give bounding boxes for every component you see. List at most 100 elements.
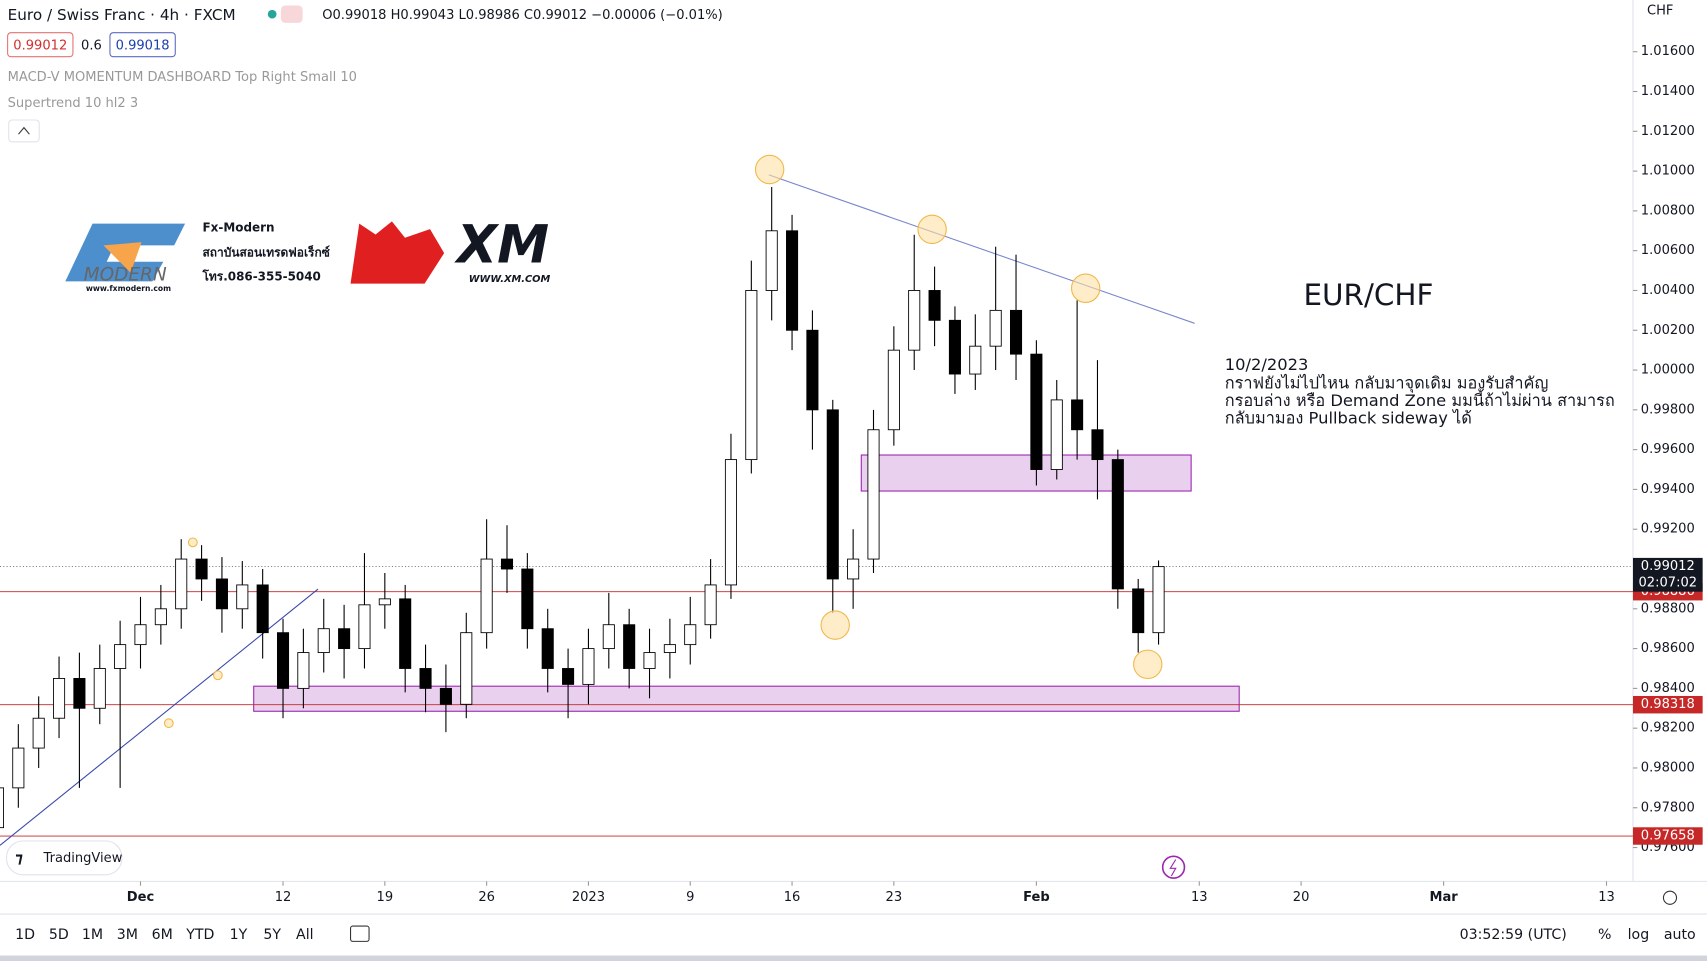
axis-option[interactable]: log [1628,927,1650,943]
axis-option[interactable]: % [1598,927,1611,943]
candle-body [704,584,717,626]
currency[interactable]: CHF [1647,3,1673,18]
range-button[interactable]: All [296,927,314,943]
candle-body [948,319,961,375]
range-button[interactable]: 3M [117,927,138,943]
demand-zone [253,685,1240,712]
x-tick-label: 16 [784,890,801,905]
candle-body [765,230,778,291]
candle-body [1132,588,1145,634]
logo-name: Fx-Modern [202,220,274,234]
spread: 0.6 [81,38,102,53]
tv-name: TradingView [43,851,123,866]
y-tick-label: 1.01400 [1641,84,1695,99]
y-tick-label: 1.00400 [1641,283,1695,298]
fx-logo-accent [103,242,142,273]
y-tick-label: 1.00800 [1641,203,1695,218]
y-tick-label: 0.99800 [1641,402,1695,417]
y-tick-label: 0.98000 [1641,760,1695,775]
y-tick-label: 0.98400 [1641,681,1695,696]
candle-body [338,628,351,650]
range-button[interactable]: 1M [82,927,103,943]
level-label: 0.98318 [1641,697,1695,712]
xm-bull [350,221,445,284]
candle-body [745,290,758,461]
candle-body [847,558,860,580]
y-tick-label: 0.98800 [1641,601,1695,616]
candle-body [1152,566,1165,634]
x-tick-label: 13 [1191,890,1208,905]
candle-body [32,717,45,749]
events-icon [1169,859,1177,877]
x-tick-label: 13 [1598,890,1615,905]
range-button[interactable]: 1Y [230,927,248,943]
bid-box[interactable] [7,32,74,58]
level-label-box [1632,827,1703,845]
candle-body [1009,309,1023,355]
candle-body [684,624,697,646]
candle-body [582,648,595,685]
candle-body [297,652,310,689]
candle-body [867,429,880,560]
level-label: 0.97658 [1641,829,1695,844]
range-button[interactable]: 1D [15,927,35,943]
axis-option[interactable]: auto [1664,927,1696,943]
candle-body [500,558,514,570]
logo-mark: MODERN [84,264,167,285]
candle-body [215,578,228,610]
candle-body [806,329,819,411]
x-tick-label: 20 [1293,890,1310,905]
candle-body [0,787,4,829]
candle-body [399,598,412,669]
x-tick-label: 26 [478,890,495,905]
candle-body [439,687,452,705]
xm-logo: XM [454,215,549,276]
bid: 0.99012 [13,38,67,53]
candle-body [786,230,799,331]
candle-body [53,678,66,719]
range-button[interactable]: 6M [152,927,173,943]
bottom-bar [0,955,1707,961]
collapse-icon [18,126,30,135]
y-tick-label: 0.98600 [1641,641,1695,656]
candle-body [256,584,269,634]
note-date: 10/2/2023 [1225,355,1309,374]
x-tick-label: 19 [377,890,394,905]
range-button[interactable]: 5Y [263,927,281,943]
x-tick-label: Dec [127,890,154,905]
ask-box[interactable] [109,32,176,58]
settings-icon[interactable] [1662,890,1678,905]
candle-body [908,290,921,351]
collapse-button[interactable] [8,119,40,143]
candle-body [1050,399,1063,470]
candle-body [928,290,941,321]
y-tick-label: 1.00600 [1641,243,1695,258]
x-tick-label: Mar [1429,890,1458,905]
last-price: 0.99012 [1641,559,1695,574]
candle-body [419,668,432,689]
marker [820,610,850,640]
tradingview-badge[interactable] [5,840,123,876]
date-range-icon[interactable] [350,925,370,942]
y-tick-label: 1.01000 [1641,164,1695,179]
y-tick-label: 0.99400 [1641,482,1695,497]
symbol-title: Euro / Swiss Franc · 4h · FXCM [8,6,236,24]
indicator: Supertrend 10 hl2 3 [8,96,139,111]
y-tick-label: 0.99600 [1641,442,1695,457]
y-tick-label: 1.00000 [1641,363,1695,378]
note-line: กราฟยังไม่ไปไหน กลับมาจุดเดิม มองรับสำคั… [1225,373,1549,393]
candle-body [724,459,738,586]
y-tick-label: 0.98200 [1641,721,1695,736]
candle-body [562,668,575,685]
events-button[interactable] [1161,855,1186,879]
candle-body [663,644,676,654]
logo-phone: โทร.086-355-5040 [201,269,320,284]
candle-body [643,652,656,669]
candle-body [602,624,615,650]
range-button[interactable]: 5D [49,927,69,943]
range-button[interactable]: YTD [185,927,214,943]
y-tick-label: 1.01600 [1641,44,1695,59]
countdown: 02:07:02 [1639,575,1698,590]
